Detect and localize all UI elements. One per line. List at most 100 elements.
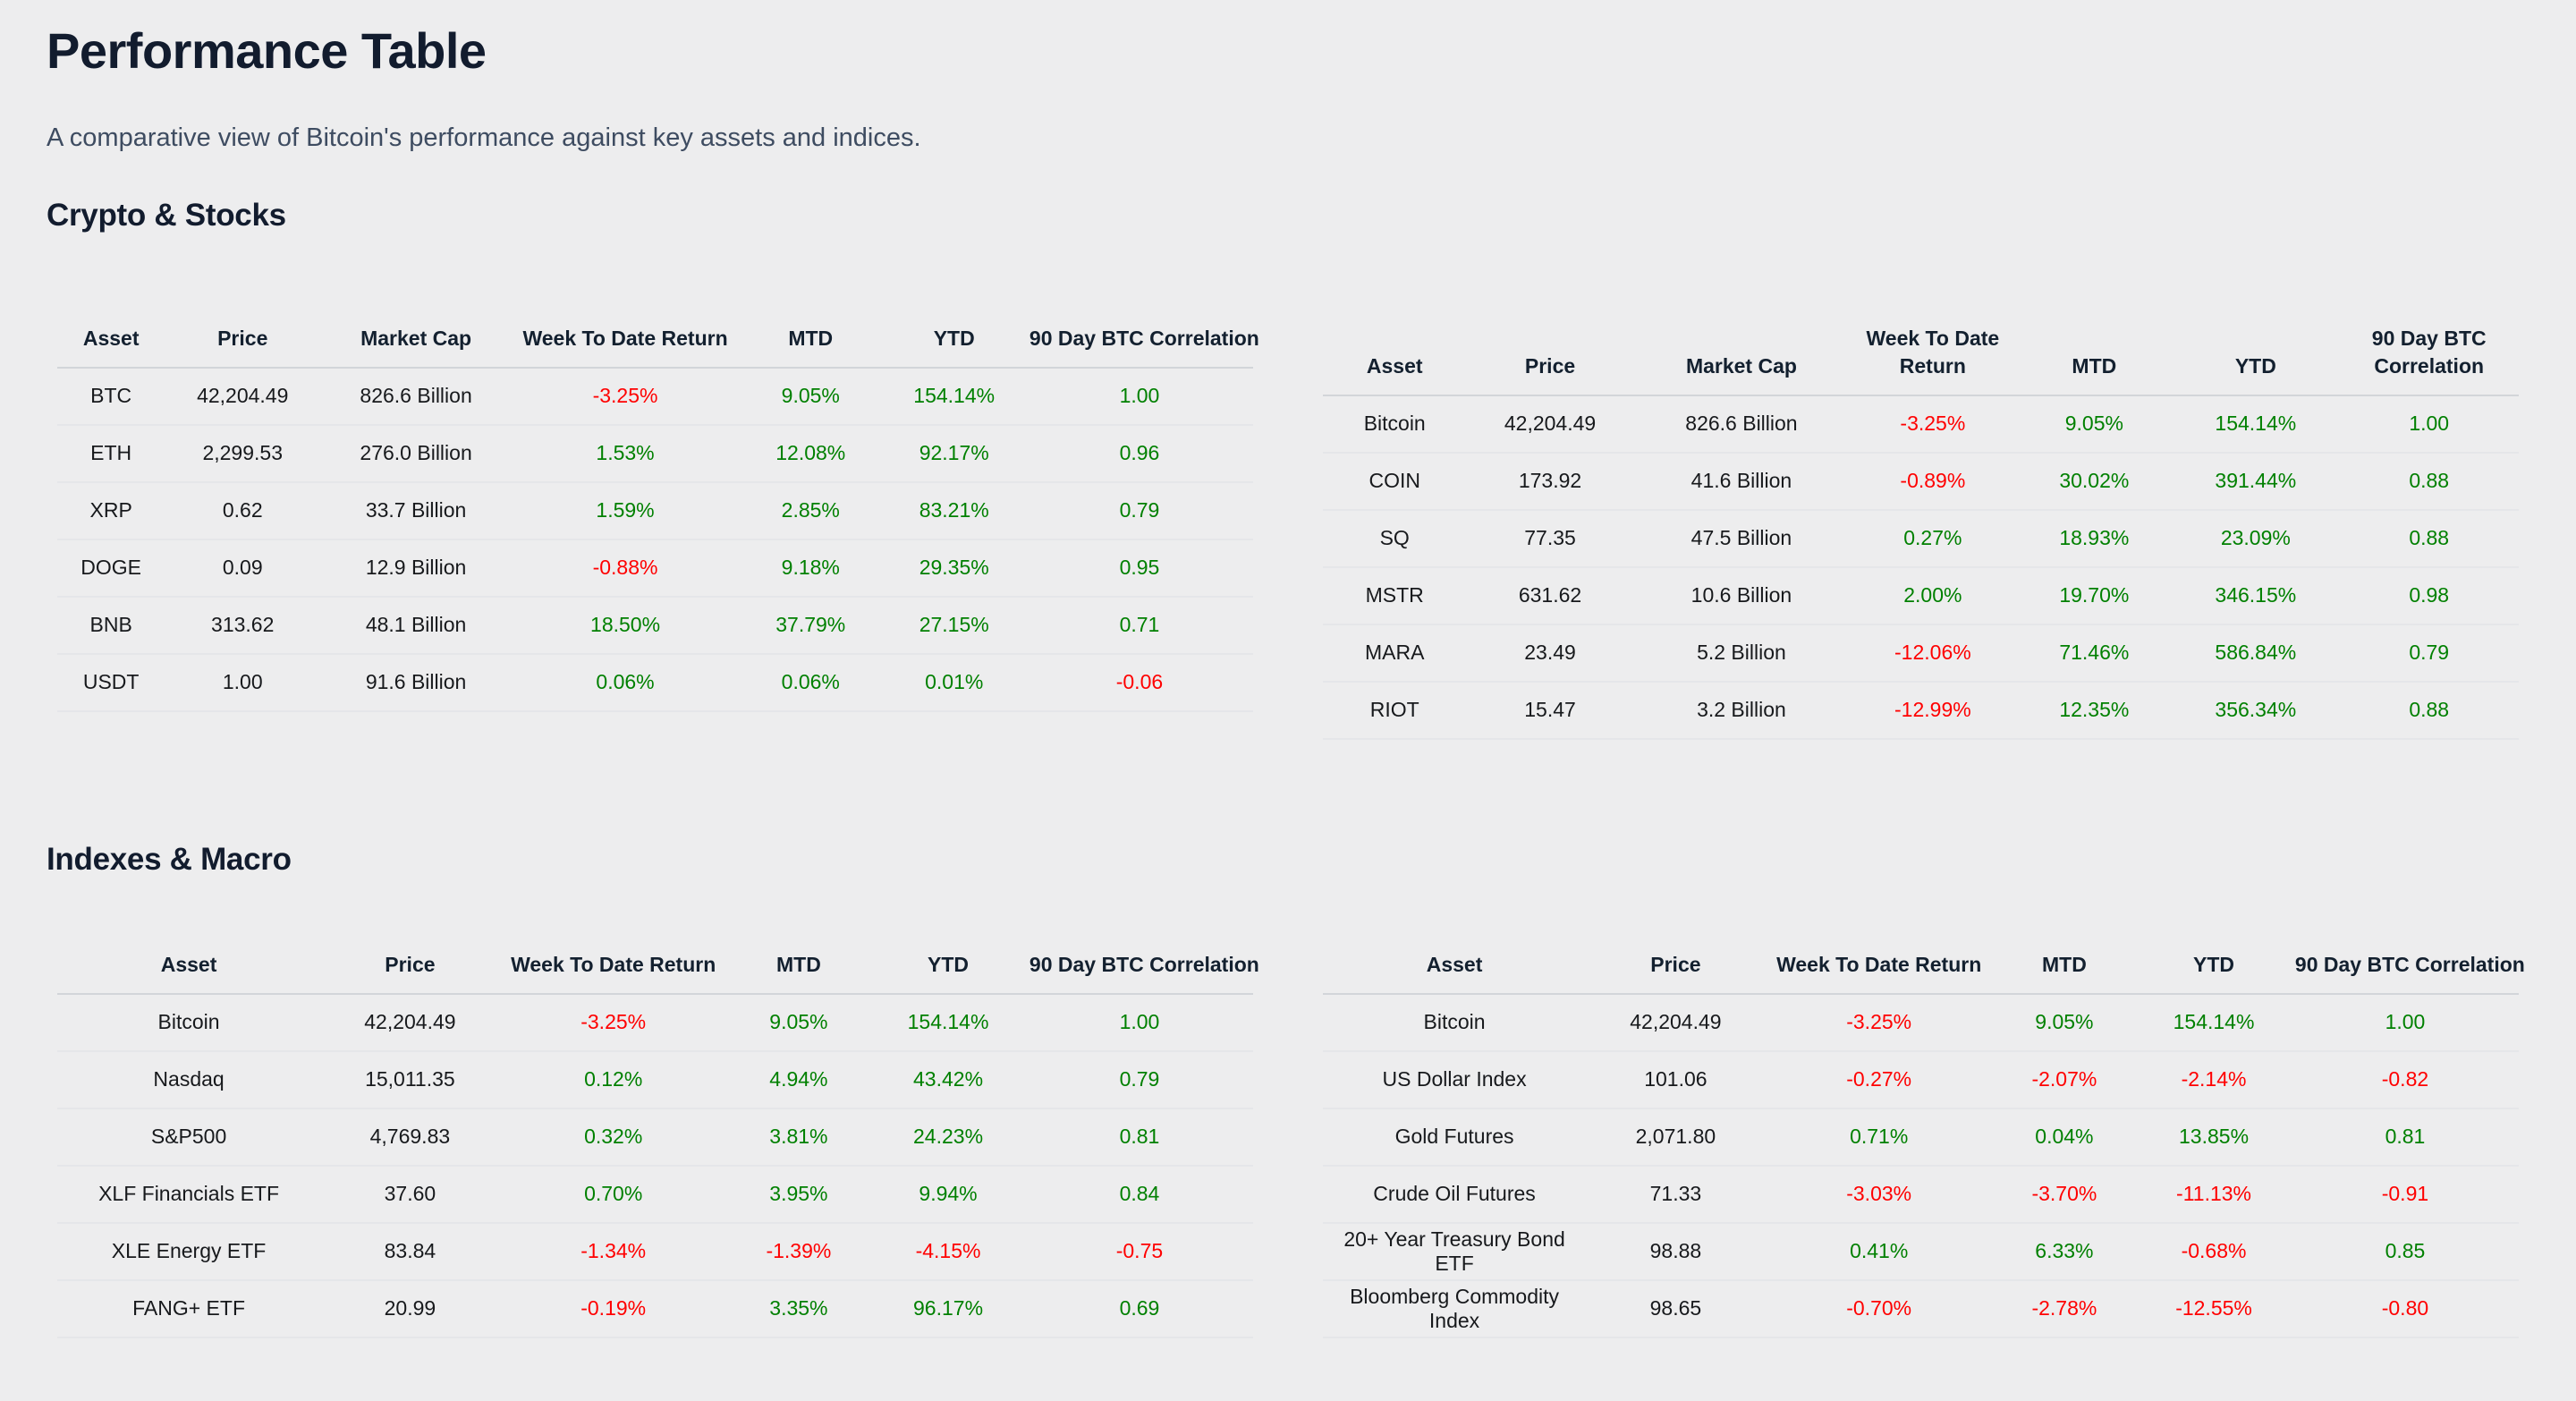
column-header-ytd: YTD — [882, 318, 1026, 369]
table-row: Gold Futures 2,071.80 0.71% 0.04% 13.85% 0.81 — [1323, 1108, 2519, 1167]
cell-asset: MARA — [1323, 624, 1467, 683]
cell-mtd: 9.05% — [726, 993, 871, 1052]
cell-market-cap: 10.6 Billion — [1633, 566, 1850, 625]
table-row: ETH 2,299.53 276.0 Billion 1.53% 12.08% 92.17… — [57, 424, 1253, 483]
cell-week-to-date-return: 0.27% — [1849, 509, 2017, 568]
cell-week-to-date-return: 0.71% — [1765, 1108, 1993, 1167]
cell-asset: RIOT — [1323, 681, 1467, 740]
cell-90-day-btc-correlation: 0.84 — [1025, 1165, 1253, 1224]
cell-mtd: 0.04% — [1992, 1108, 2137, 1167]
cell-mtd: 0.06% — [739, 653, 883, 712]
column-header-90-day-btc-correlation: 90 Day BTC Correlation — [1025, 318, 1259, 369]
cell-asset: BNB — [57, 596, 165, 655]
column-header-market-cap: Market Cap — [320, 318, 513, 369]
cell-90-day-btc-correlation: -0.82 — [2291, 1050, 2519, 1109]
cell-market-cap: 41.6 Billion — [1633, 452, 1850, 511]
table-row: XRP 0.62 33.7 Billion 1.59% 2.85% 83.21% 0.79 — [57, 481, 1253, 540]
cell-90-day-btc-correlation: 1.00 — [1025, 367, 1253, 426]
cell-market-cap: 3.2 Billion — [1633, 681, 1850, 740]
section-crypto-stocks: Crypto & Stocks Asset Price Market Cap Week… — [43, 198, 2533, 740]
column-header-ytd: YTD — [870, 945, 1026, 995]
column-header-price: Price — [1586, 945, 1766, 995]
table-row: Bitcoin 42,204.49 -3.25% 9.05% 154.14% 1.00 — [57, 993, 1253, 1052]
column-header-price: Price — [1466, 318, 1634, 396]
cell-ytd: -2.14% — [2136, 1050, 2292, 1109]
cell-week-to-date-return: 18.50% — [512, 596, 740, 655]
cell-week-to-date-return: -3.25% — [1765, 993, 1993, 1052]
section-indexes-macro: Indexes & Macro Asset Price Week To Date R… — [43, 842, 2533, 1338]
cell-market-cap: 5.2 Billion — [1633, 624, 1850, 683]
cell-week-to-date-return: -0.27% — [1765, 1050, 1993, 1109]
column-header-price: Price — [165, 318, 321, 369]
cell-price: 42,204.49 — [1466, 395, 1634, 454]
section-heading-indexes-macro: Indexes & Macro — [47, 841, 292, 877]
table-header-row: Asset Price Week To Date Return MTD YTD 90 Da… — [57, 945, 1259, 995]
cell-mtd: 2.85% — [739, 481, 883, 540]
cell-week-to-date-return: -3.25% — [1849, 395, 2017, 454]
cell-ytd: 92.17% — [882, 424, 1026, 483]
cell-ytd: 346.15% — [2172, 566, 2340, 625]
cell-mtd: 9.05% — [2016, 395, 2173, 454]
cell-90-day-btc-correlation: 1.00 — [2291, 993, 2519, 1052]
cell-price: 15,011.35 — [320, 1050, 500, 1109]
indexes-table: Asset Price Week To Date Return MTD YTD 90 Da… — [57, 945, 1259, 1338]
cell-asset: XRP — [57, 481, 165, 540]
cell-90-day-btc-correlation: 0.79 — [2339, 624, 2519, 683]
cell-week-to-date-return: 0.06% — [512, 653, 740, 712]
cell-ytd: 154.14% — [2136, 993, 2292, 1052]
cell-ytd: -12.55% — [2136, 1279, 2292, 1338]
cell-ytd: -0.68% — [2136, 1222, 2292, 1281]
cell-asset: Bloomberg Commodity Index — [1323, 1279, 1587, 1338]
table-header-row: Asset Price Market Cap Week To Date Return M… — [1323, 318, 2519, 396]
column-header-mtd: MTD — [739, 318, 883, 369]
cell-asset: Gold Futures — [1323, 1108, 1587, 1167]
cell-price: 20.99 — [320, 1279, 500, 1338]
cell-90-day-btc-correlation: 0.85 — [2291, 1222, 2519, 1281]
table-row: XLE Energy ETF 83.84 -1.34% -1.39% -4.15% -0.… — [57, 1222, 1253, 1281]
table-row: BTC 42,204.49 826.6 Billion -3.25% 9.05% 154.… — [57, 367, 1253, 426]
cell-90-day-btc-correlation: -0.06 — [1025, 653, 1253, 712]
cell-ytd: 391.44% — [2172, 452, 2340, 511]
table-row: MSTR 631.62 10.6 Billion 2.00% 19.70% 346.15%… — [1323, 566, 2519, 625]
cell-mtd: -2.07% — [1992, 1050, 2137, 1109]
macro-table: Asset Price Week To Date Return MTD YTD 90 Da… — [1323, 945, 2525, 1338]
cell-mtd: 4.94% — [726, 1050, 871, 1109]
table-row: Nasdaq 15,011.35 0.12% 4.94% 43.42% 0.79 — [57, 1050, 1253, 1109]
cell-90-day-btc-correlation: 0.69 — [1025, 1279, 1253, 1338]
cell-90-day-btc-correlation: 1.00 — [2339, 395, 2519, 454]
table-row: RIOT 15.47 3.2 Billion -12.99% 12.35% 356.34%… — [1323, 681, 2519, 740]
cell-price: 15.47 — [1466, 681, 1634, 740]
cell-mtd: 3.81% — [726, 1108, 871, 1167]
cell-asset: S&P500 — [57, 1108, 321, 1167]
column-header-ytd: YTD — [2172, 318, 2340, 396]
cell-week-to-date-return: -3.25% — [512, 367, 740, 426]
cell-90-day-btc-correlation: 0.79 — [1025, 1050, 1253, 1109]
cell-ytd: 43.42% — [870, 1050, 1026, 1109]
cell-week-to-date-return: -0.89% — [1849, 452, 2017, 511]
cell-mtd: 9.05% — [739, 367, 883, 426]
cell-mtd: -3.70% — [1992, 1165, 2137, 1224]
table-header-row: Asset Price Week To Date Return MTD YTD 90 Da… — [1323, 945, 2525, 995]
column-header-market-cap: Market Cap — [1633, 318, 1850, 396]
crypto-equities-table: Asset Price Market Cap Week To Date Return M… — [1323, 318, 2519, 740]
column-header-90-day-btc-correlation: 90 Day BTC Correlation — [2339, 318, 2519, 396]
cell-asset: BTC — [57, 367, 165, 426]
cell-market-cap: 91.6 Billion — [320, 653, 513, 712]
table-header-row: Asset Price Market Cap Week To Date Return M… — [57, 318, 1259, 369]
cell-mtd: 6.33% — [1992, 1222, 2137, 1281]
cell-asset: COIN — [1323, 452, 1467, 511]
cell-90-day-btc-correlation: -0.91 — [2291, 1165, 2519, 1224]
table-row: S&P500 4,769.83 0.32% 3.81% 24.23% 0.81 — [57, 1108, 1253, 1167]
cell-ytd: 9.94% — [870, 1165, 1026, 1224]
cell-price: 42,204.49 — [320, 993, 500, 1052]
cell-asset: Crude Oil Futures — [1323, 1165, 1587, 1224]
cell-week-to-date-return: 1.53% — [512, 424, 740, 483]
cell-price: 71.33 — [1586, 1165, 1766, 1224]
table-row: COIN 173.92 41.6 Billion -0.89% 30.02% 391.44… — [1323, 452, 2519, 511]
cell-ytd: 13.85% — [2136, 1108, 2292, 1167]
table-row: USDT 1.00 91.6 Billion 0.06% 0.06% 0.01% -0.06 — [57, 653, 1253, 712]
cell-90-day-btc-correlation: 0.81 — [1025, 1108, 1253, 1167]
cell-ytd: -11.13% — [2136, 1165, 2292, 1224]
cell-market-cap: 48.1 Billion — [320, 596, 513, 655]
cell-mtd: -2.78% — [1992, 1279, 2137, 1338]
